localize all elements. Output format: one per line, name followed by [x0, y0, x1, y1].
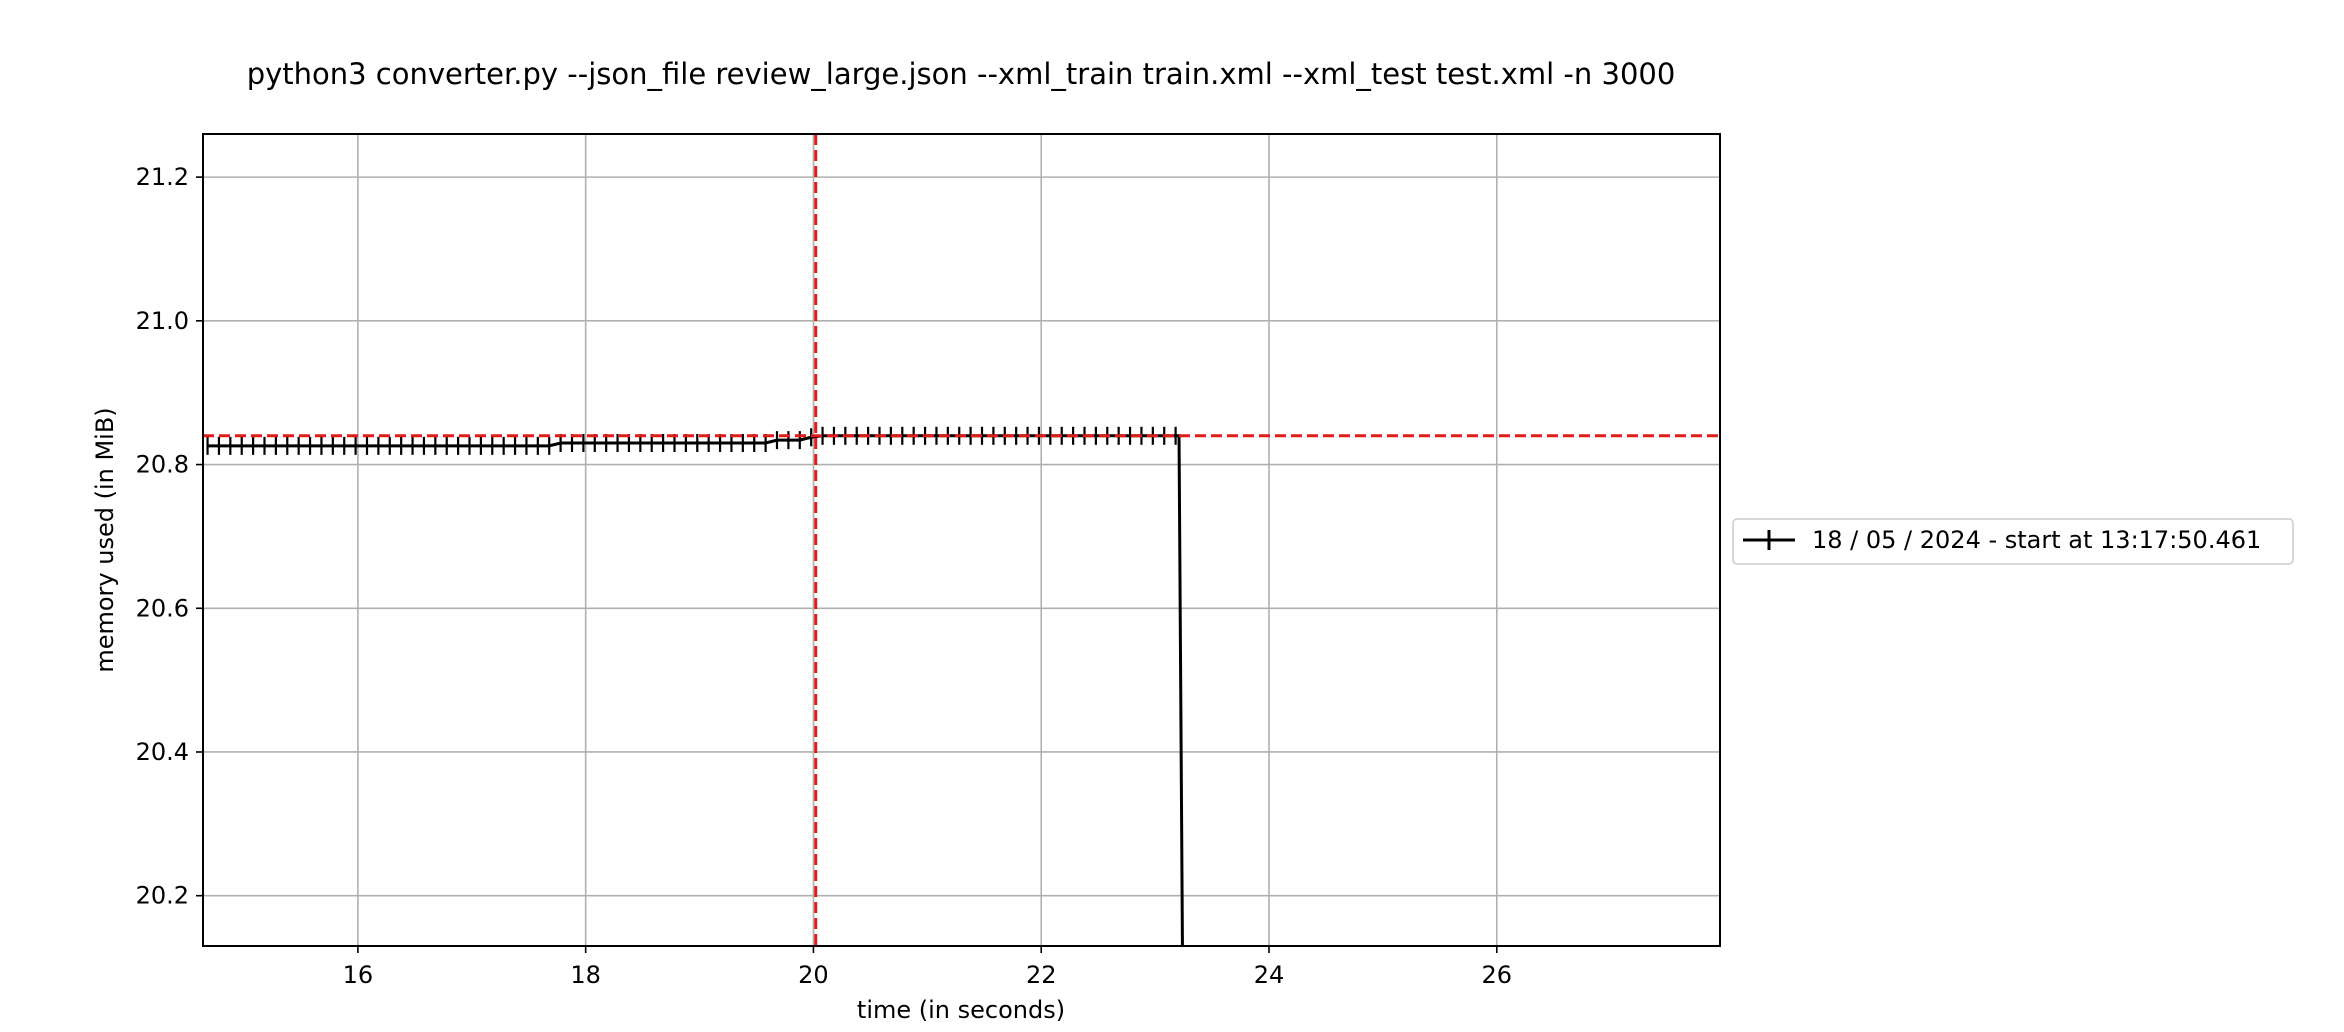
- grid-lines: [203, 134, 1720, 946]
- chart-title: python3 converter.py --json_file review_…: [247, 57, 1676, 91]
- x-tick-label: 24: [1254, 961, 1285, 989]
- legend: 18 / 05 / 2024 - start at 13:17:50.461: [1732, 518, 2294, 565]
- y-tick-label: 21.0: [136, 307, 189, 335]
- y-tick-label: 21.2: [136, 163, 189, 191]
- y-axis-label: memory used (in MiB): [91, 407, 119, 672]
- series-line: [207, 434, 1184, 946]
- plot-frame: [202, 133, 1721, 947]
- x-axis-label: time (in seconds): [857, 996, 1065, 1024]
- x-tick-label: 18: [570, 961, 601, 989]
- y-tick-label: 20.8: [136, 451, 189, 479]
- series-layer: [206, 426, 1184, 946]
- legend-entry-label: 18 / 05 / 2024 - start at 13:17:50.461: [1812, 526, 2261, 554]
- y-tick-label: 20.2: [136, 882, 189, 910]
- x-tick-label: 16: [343, 961, 374, 989]
- reference-lines: [203, 134, 1720, 946]
- x-tick-label: 20: [798, 961, 829, 989]
- x-tick-label: 22: [1026, 961, 1057, 989]
- y-tick-label: 20.6: [136, 594, 189, 622]
- x-tick-label: 26: [1482, 961, 1513, 989]
- y-tick-label: 20.4: [136, 738, 189, 766]
- legend-box: [1732, 518, 2294, 565]
- y-axis-ticks: 20.2 20.4 20.6 20.8 21.0 21.2: [136, 163, 203, 910]
- x-axis-ticks: 16 18 20 22 24 26: [343, 946, 1512, 989]
